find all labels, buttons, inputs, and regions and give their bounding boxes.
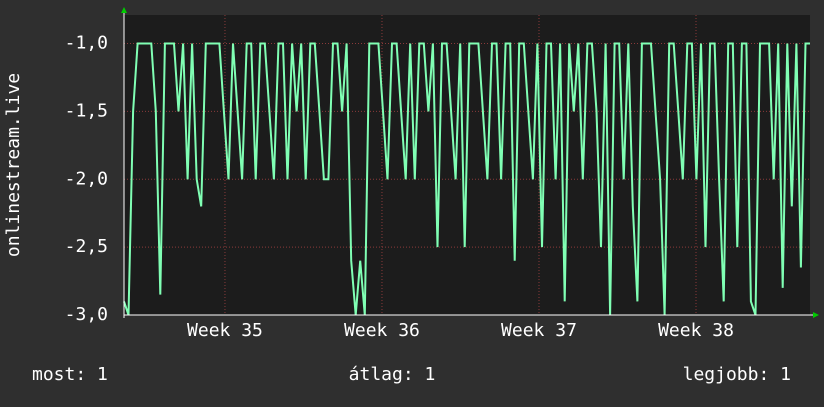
y-axis-label: onlinestream.live	[3, 73, 24, 257]
series-line	[123, 42, 810, 316]
y-tick-label: -1,0	[65, 33, 108, 54]
legend-value: 1	[425, 364, 436, 385]
y-tick-label: -1,5	[65, 100, 108, 121]
legend-value: 1	[97, 364, 108, 385]
legend-value: 1	[780, 364, 791, 385]
x-tick-label: Week 36	[344, 320, 420, 341]
x-tick-label: Week 37	[501, 320, 577, 341]
legend-label: legjobb:	[683, 364, 770, 385]
legend-now: most: 1	[32, 364, 108, 385]
legend-max: legjobb: 1	[683, 364, 791, 385]
y-arrow	[121, 7, 127, 13]
y-tick-label: -3,0	[65, 304, 108, 325]
x-tick-label: Week 38	[658, 320, 734, 341]
x-arrow	[813, 312, 819, 318]
lines	[123, 42, 810, 316]
legend-label: átlag:	[349, 364, 414, 385]
legend-label: most:	[32, 364, 86, 385]
legend-avg: átlag: 1	[349, 364, 436, 385]
y-tick-label: -2,0	[65, 168, 108, 189]
x-tick-label: Week 35	[187, 320, 263, 341]
y-tick-label: -2,5	[65, 236, 108, 257]
